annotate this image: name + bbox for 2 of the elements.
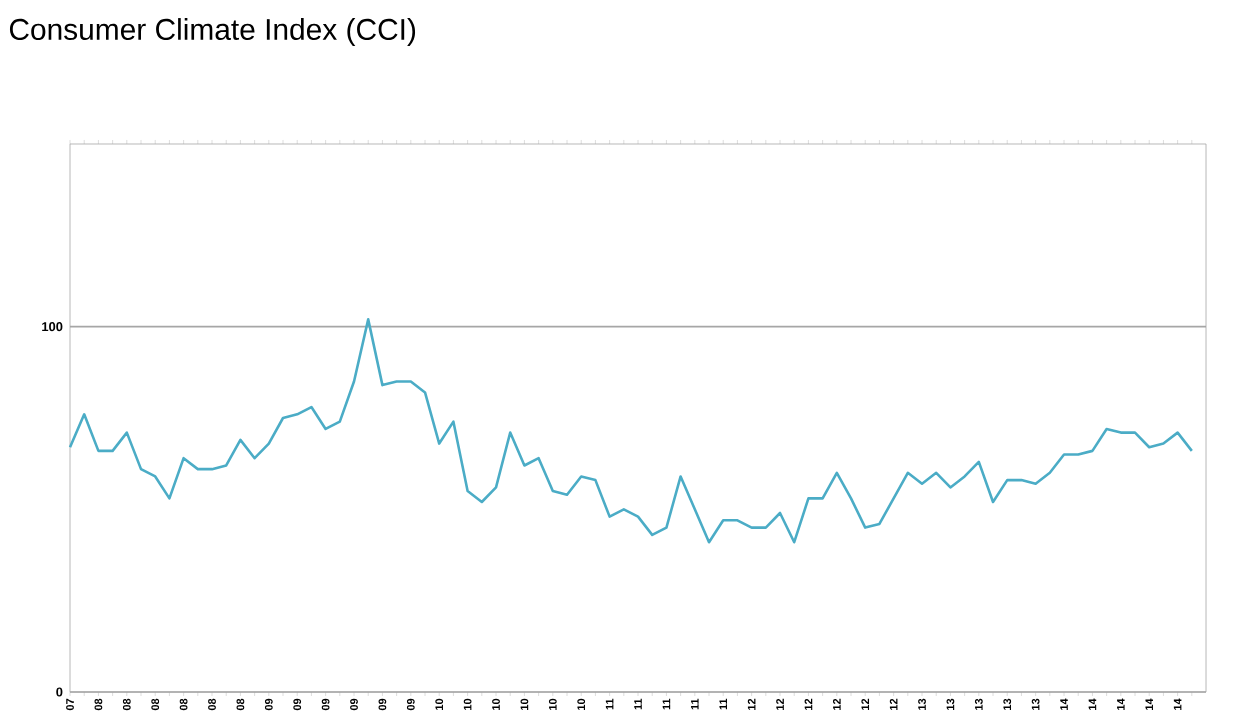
chart-title: Consumer Climate Index (CCI) <box>9 18 416 46</box>
line-series <box>68 318 1194 544</box>
